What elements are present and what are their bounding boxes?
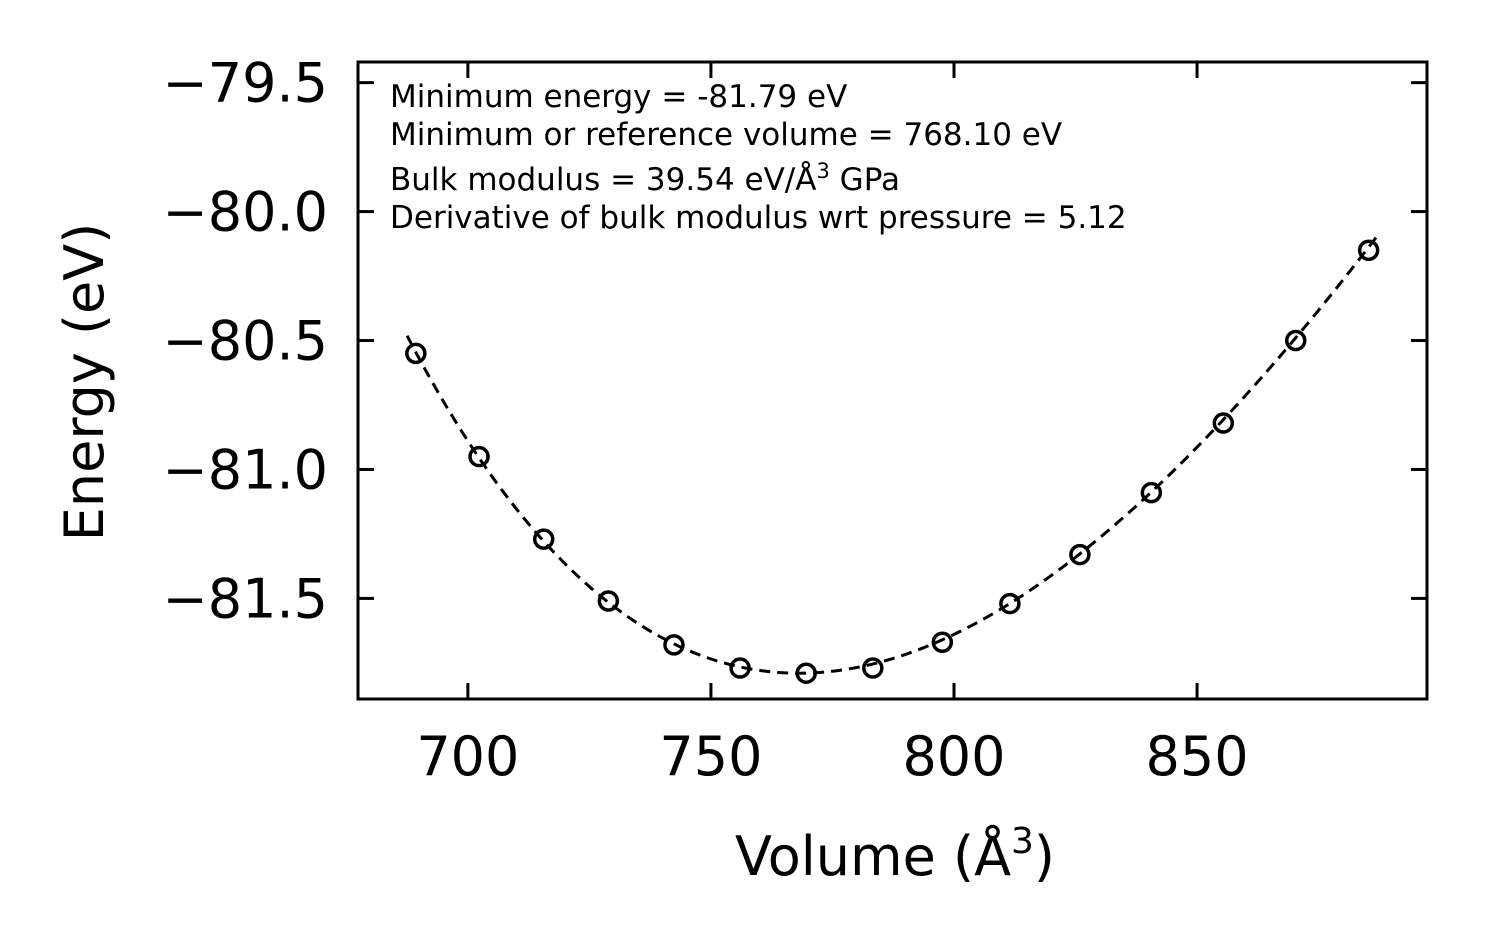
y-tick-label: −80.0 [163,181,328,244]
data-point [1069,543,1091,566]
data-point [729,657,751,679]
y-tick-label: −79.5 [163,52,328,115]
fit-results-annotation: Minimum energy = -81.79 eV Minimum or re… [390,79,1127,236]
data-point [1284,329,1307,352]
data-point [795,662,817,684]
axis-ticks [358,62,1427,699]
annotation-bulk-modulus: Bulk modulus = 39.54 eV/Å3 GPa [390,159,900,198]
data-point [532,528,555,550]
y-tick-labels: −79.5 −80.0 −80.5 −81.0 −81.5 [163,52,328,631]
x-tick-label: 800 [902,725,1005,788]
data-point [405,342,427,365]
y-axis-label: Energy (eV) [53,223,116,542]
data-point [931,631,954,654]
data-point [468,445,490,468]
data-point [1140,481,1163,504]
annotation-min-energy: Minimum energy = -81.79 eV [390,79,847,115]
fit-curve-line [405,235,1379,675]
x-tick-label: 700 [416,725,519,788]
data-point [862,657,884,679]
x-tick-label: 750 [659,725,762,788]
data-point [999,592,1021,615]
y-tick-label: −81.5 [163,567,328,630]
data-point [1357,239,1380,262]
fit-curve-group [405,235,1379,675]
y-tick-label: −81.0 [163,438,328,501]
x-tick-labels: 700 750 800 850 [416,725,1248,788]
y-tick-label: −80.5 [163,310,328,373]
annotation-bulk-modulus-derivative: Derivative of bulk modulus wrt pressure … [390,200,1127,236]
data-point [1212,412,1235,434]
data-point [597,590,620,612]
x-tick-label: 850 [1146,725,1249,788]
data-points-group [405,239,1380,684]
x-axis-label: Volume (Å3) [735,821,1055,888]
annotation-ref-volume: Minimum or reference volume = 768.10 eV [390,117,1062,153]
plot-frame [356,60,1429,701]
data-point [663,634,685,656]
